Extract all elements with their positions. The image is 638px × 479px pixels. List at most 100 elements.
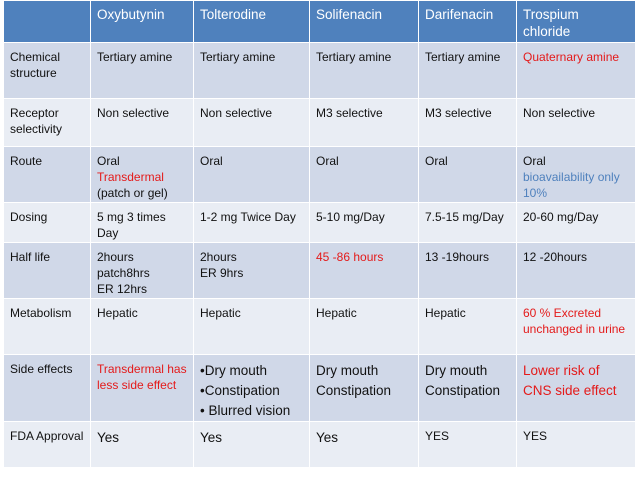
table-cell: Tertiary amine bbox=[309, 42, 419, 99]
row-label: Chemical structure bbox=[3, 42, 91, 99]
table-row: Receptor selectivity Non selective Non sel… bbox=[3, 98, 636, 147]
table-row: Chemical structure Tertiary amine Tertiary… bbox=[3, 42, 636, 99]
cell-text: ER 12hrs bbox=[97, 282, 148, 296]
table-row: Half life 2hours patch8hrs ER 12hrs 2hours ER… bbox=[3, 242, 636, 299]
table-cell: 1-2 mg Twice Day bbox=[193, 202, 310, 243]
cell-text: Non selective bbox=[200, 106, 273, 120]
cell-text: 12 -20hours bbox=[523, 250, 588, 264]
cell-text: Dry mouth bbox=[425, 363, 488, 378]
cell-text: (patch or gel) bbox=[97, 186, 168, 200]
cell-text: 60 % Excreted unchanged in urine bbox=[523, 306, 626, 336]
cell-text: Non selective bbox=[523, 106, 596, 120]
table-cell: Yes bbox=[193, 421, 310, 468]
cell-text: Oral bbox=[316, 154, 339, 168]
cell-text: 5-10 mg/Day bbox=[316, 210, 385, 224]
table-row: Side effects Transdermal has less side ef… bbox=[3, 354, 636, 422]
table-cell: YES bbox=[516, 421, 636, 468]
table-row: FDA Approval Yes Yes Yes YES YES bbox=[3, 421, 636, 468]
cell-text: 5 mg 3 times Day bbox=[97, 210, 166, 240]
cell-text: Yes bbox=[200, 430, 223, 445]
header-row: Oxybutynin Tolterodine Solifenacin Darif… bbox=[3, 0, 636, 43]
cell-text: Oral bbox=[425, 154, 448, 168]
row-label: Metabolism bbox=[3, 298, 91, 355]
table-cell: 2hours ER 9hrs bbox=[193, 242, 310, 299]
row-label: Dosing bbox=[3, 202, 91, 243]
cell-text: 7.5-15 mg/Day bbox=[425, 210, 504, 224]
table-cell: Transdermal has less side effect bbox=[90, 354, 194, 422]
table-cell: Oral bioavailability only 10% bbox=[516, 146, 636, 203]
table-cell: 12 -20hours bbox=[516, 242, 636, 299]
table-cell: Non selective bbox=[516, 98, 636, 147]
cell-text: M3 selective bbox=[316, 106, 383, 120]
table-cell: 60 % Excreted unchanged in urine bbox=[516, 298, 636, 355]
table-cell: 2hours patch8hrs ER 12hrs bbox=[90, 242, 194, 299]
row-label: FDA Approval bbox=[3, 421, 91, 468]
header-solifenacin: Solifenacin bbox=[309, 0, 419, 43]
cell-text: 1-2 mg Twice Day bbox=[200, 210, 296, 224]
drug-comparison-table: Oxybutynin Tolterodine Solifenacin Darif… bbox=[3, 0, 636, 468]
table-cell: Lower risk of CNS side effect bbox=[516, 354, 636, 422]
cell-text: YES bbox=[425, 429, 450, 443]
table-cell: M3 selective bbox=[309, 98, 419, 147]
cell-text: Constipation bbox=[316, 383, 392, 398]
table-cell: YES bbox=[418, 421, 517, 468]
table-cell: Tertiary amine bbox=[418, 42, 517, 99]
cell-text: Tertiary amine bbox=[200, 50, 276, 64]
table-cell: Hepatic bbox=[309, 298, 419, 355]
table-row: Dosing 5 mg 3 times Day 1-2 mg Twice Day 5-… bbox=[3, 202, 636, 243]
table-cell: Dry mouth Constipation bbox=[418, 354, 517, 422]
cell-text: M3 selective bbox=[425, 106, 492, 120]
cell-text: Quaternary amine bbox=[523, 50, 620, 64]
cell-text: •Dry mouth bbox=[200, 363, 267, 378]
cell-text: Dry mouth bbox=[316, 363, 379, 378]
cell-text: YES bbox=[523, 429, 548, 443]
cell-text: 2hours bbox=[97, 250, 134, 264]
table-cell: M3 selective bbox=[418, 98, 517, 147]
table-cell: 5 mg 3 times Day bbox=[90, 202, 194, 243]
table-cell: 5-10 mg/Day bbox=[309, 202, 419, 243]
cell-text: Transdermal has less side effect bbox=[97, 362, 187, 392]
table-cell: Oral bbox=[418, 146, 517, 203]
cell-text: • Blurred vision bbox=[200, 403, 291, 418]
cell-text: Transdermal bbox=[97, 170, 164, 184]
table-cell: Oral bbox=[309, 146, 419, 203]
table-row: Metabolism Hepatic Hepatic Hepatic Hepatic 60… bbox=[3, 298, 636, 355]
cell-text: Yes bbox=[316, 430, 339, 445]
table-cell: 7.5-15 mg/Day bbox=[418, 202, 517, 243]
row-label: Half life bbox=[3, 242, 91, 299]
row-label: Side effects bbox=[3, 354, 91, 422]
table-cell: Hepatic bbox=[193, 298, 310, 355]
cell-text: Hepatic bbox=[316, 306, 357, 320]
table-cell: Hepatic bbox=[90, 298, 194, 355]
cell-text: patch8hrs bbox=[97, 266, 150, 280]
table-cell: Hepatic bbox=[418, 298, 517, 355]
table-cell: 20-60 mg/Day bbox=[516, 202, 636, 243]
cell-text: 20-60 mg/Day bbox=[523, 210, 599, 224]
cell-text: Hepatic bbox=[200, 306, 241, 320]
cell-text: Oral bbox=[97, 154, 120, 168]
cell-text: 13 -19hours bbox=[425, 250, 490, 264]
cell-text: Hepatic bbox=[425, 306, 466, 320]
cell-text: Tertiary amine bbox=[425, 50, 501, 64]
cell-text: ER 9hrs bbox=[200, 266, 244, 280]
table-cell: Yes bbox=[309, 421, 419, 468]
cell-text: •Constipation bbox=[200, 383, 280, 398]
table-cell: 13 -19hours bbox=[418, 242, 517, 299]
cell-text: Oral bbox=[200, 154, 223, 168]
table-cell: Non selective bbox=[193, 98, 310, 147]
cell-text: bioavailability only 10% bbox=[523, 170, 620, 200]
row-label: Receptor selectivity bbox=[3, 98, 91, 147]
cell-text: Tertiary amine bbox=[316, 50, 392, 64]
cell-text: Lower risk of CNS side effect bbox=[523, 363, 617, 398]
cell-text: Non selective bbox=[97, 106, 170, 120]
cell-text: Oral bbox=[523, 154, 546, 168]
table-cell: Oral Transdermal (patch or gel) bbox=[90, 146, 194, 203]
table-cell: •Dry mouth •Constipation • Blurred vision bbox=[193, 354, 310, 422]
cell-text: 2hours bbox=[200, 250, 237, 264]
table-row: Route Oral Transdermal (patch or gel) Oral Or… bbox=[3, 146, 636, 203]
cell-text: 45 -86 hours bbox=[316, 250, 384, 264]
table-cell: Tertiary amine bbox=[90, 42, 194, 99]
table-cell: 45 -86 hours bbox=[309, 242, 419, 299]
header-trospium-chloride: Trospium chloride bbox=[516, 0, 636, 43]
